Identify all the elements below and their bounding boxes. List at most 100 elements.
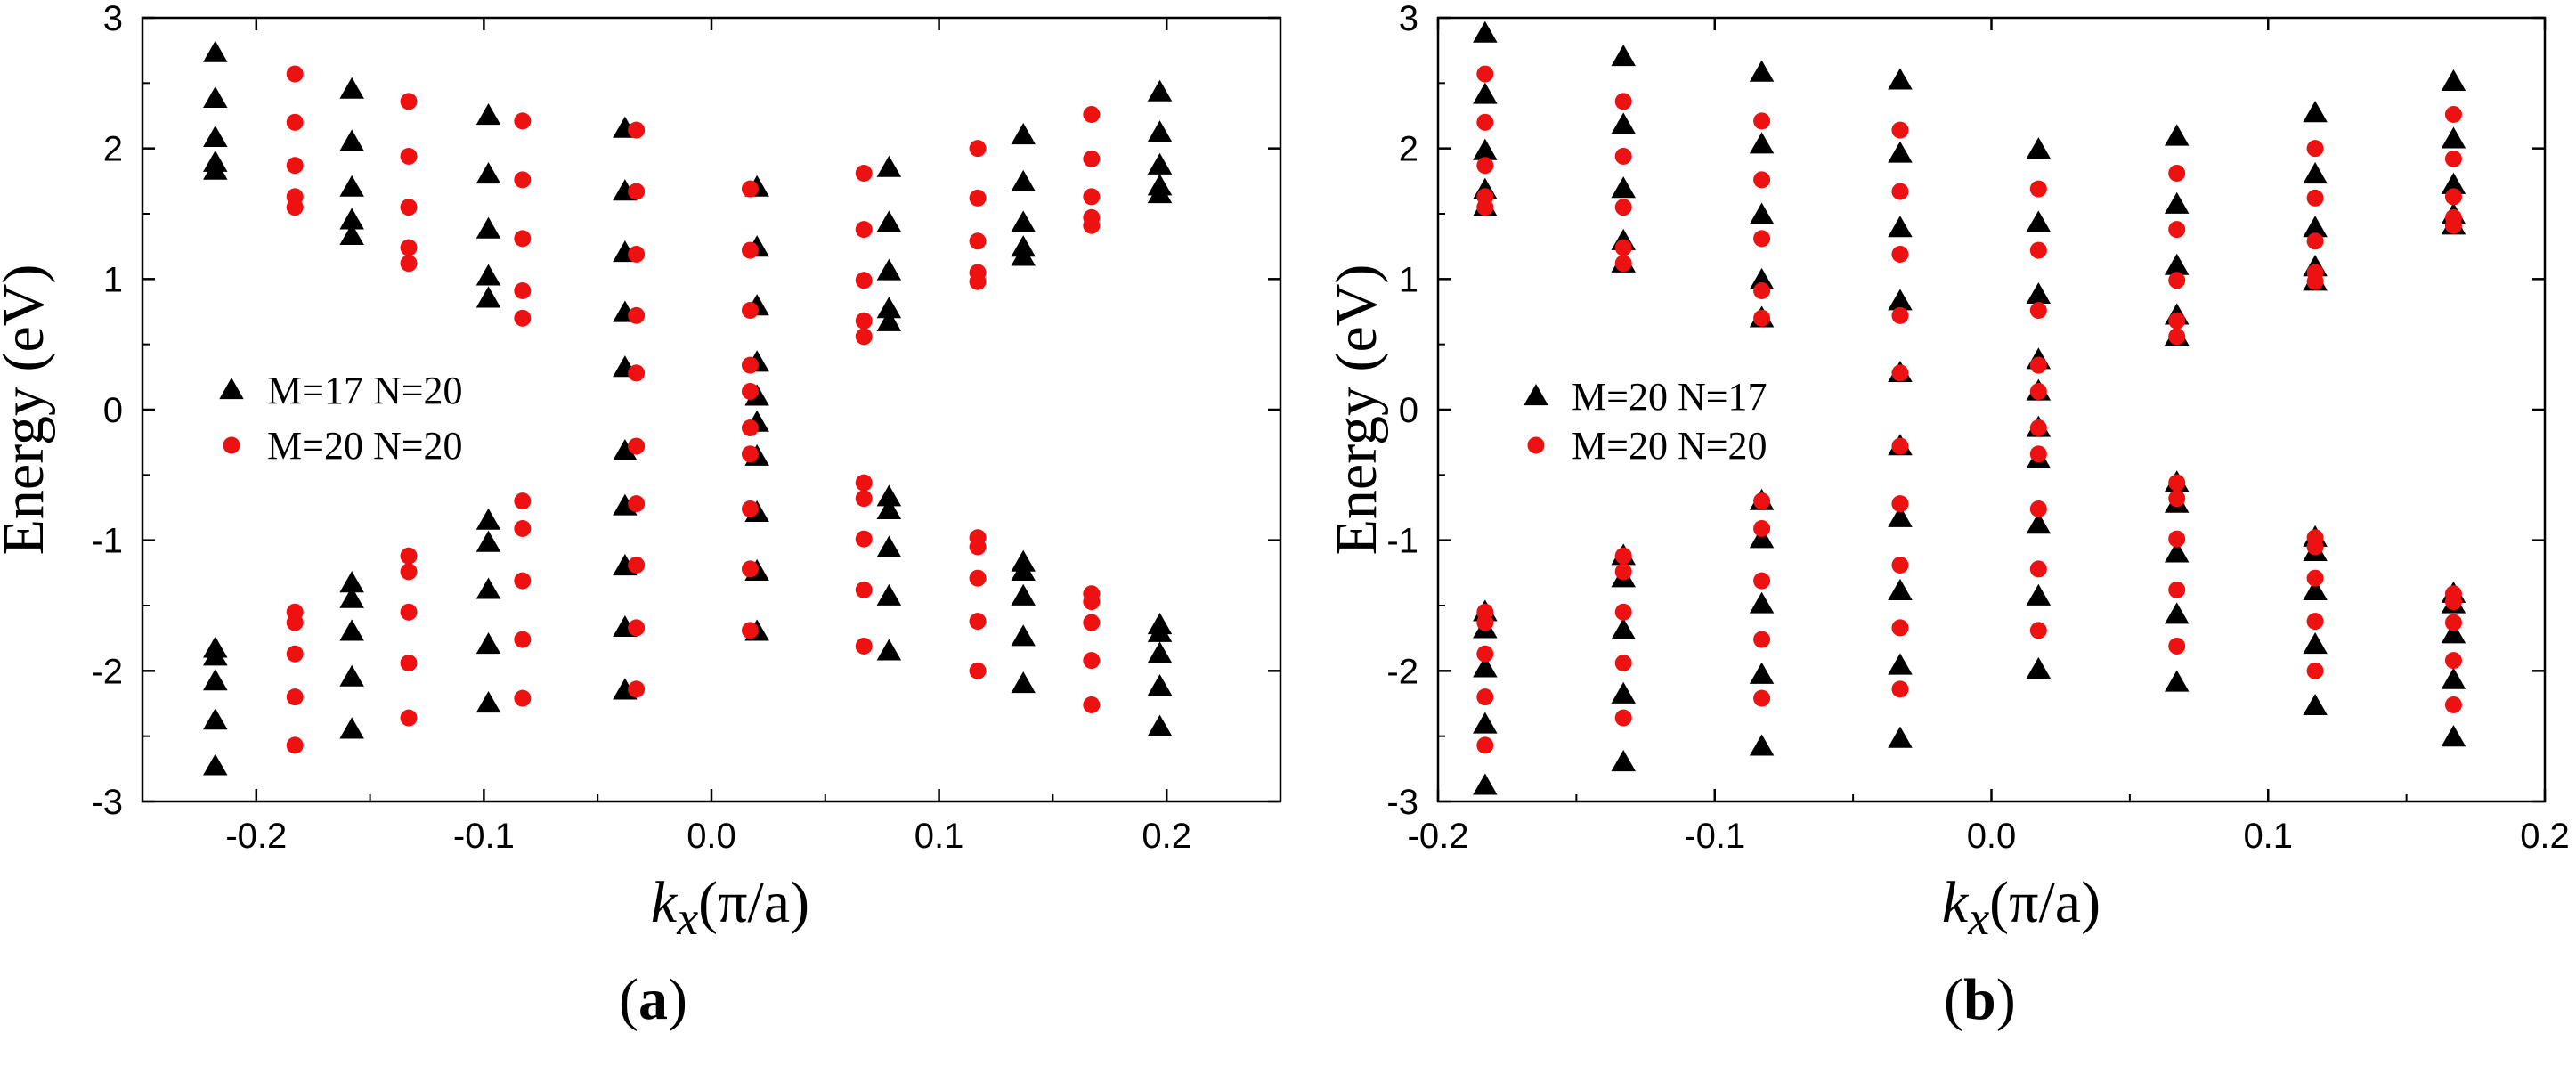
legend-marker-circle	[1527, 436, 1545, 454]
data-point-triangle	[2164, 191, 2190, 214]
data-point-triangle	[1611, 176, 1636, 199]
y-tick-label: 1	[103, 260, 123, 299]
x-tick-label: -0.1	[1684, 817, 1745, 856]
data-point-circle	[628, 557, 646, 574]
data-point-circle	[514, 689, 532, 707]
data-point-triangle	[1147, 152, 1173, 175]
data-point-circle	[1476, 645, 1494, 663]
x-tick-label: 0.1	[2243, 817, 2293, 856]
data-point-triangle	[339, 208, 364, 230]
data-point-triangle	[203, 669, 228, 691]
data-point-triangle	[1888, 505, 1913, 527]
data-point-triangle	[2303, 216, 2328, 238]
data-point-circle	[628, 306, 646, 324]
legend-label: M=17 N=20	[267, 369, 463, 412]
data-point-circle	[2168, 530, 2186, 548]
y-tick-label: 3	[103, 0, 123, 38]
data-point-circle	[514, 492, 532, 510]
data-point-circle	[1891, 245, 1909, 263]
data-point-triangle	[1749, 267, 1775, 289]
data-point-triangle	[475, 216, 501, 239]
data-point-circle	[2029, 180, 2047, 198]
chart-a-svg: -0.2 -0.1 0.0 0.1 0.2 -3 -2 -1 0 1 2 3 M=17 N=20 M=20…	[0, 0, 1282, 945]
data-point-triangle	[1147, 641, 1173, 663]
data-point-circle	[855, 312, 873, 330]
data-point-triangle	[339, 619, 364, 641]
data-point-triangle	[2303, 578, 2328, 600]
y-tick-label: 2	[1399, 130, 1418, 169]
data-point-circle	[1753, 519, 1771, 537]
data-point-circle	[2444, 150, 2462, 167]
data-point-triangle	[2026, 137, 2052, 159]
data-point-triangle	[2026, 281, 2052, 305]
data-point-circle	[400, 239, 418, 256]
data-point-circle	[1753, 492, 1771, 510]
data-point-triangle	[2026, 583, 2052, 606]
data-point-circle	[855, 328, 873, 346]
data-point-triangle	[876, 484, 902, 507]
data-point-circle	[855, 581, 873, 598]
data-point-circle	[1753, 230, 1771, 248]
data-point-circle	[1753, 309, 1771, 327]
data-point-circle	[2306, 273, 2324, 290]
chart-panel-a: -0.2 -0.1 0.0 0.1 0.2 -3 -2 -1 0 1 2 3 M=17 N=20 M=20…	[0, 0, 1282, 1032]
data-point-triangle	[876, 155, 902, 177]
data-point-triangle	[203, 85, 228, 109]
data-point-circle	[2306, 538, 2324, 556]
x-axis-label-sub: x	[676, 891, 698, 945]
data-point-triangle	[1011, 123, 1036, 145]
data-point-circle	[286, 113, 304, 131]
data-point-circle	[1614, 147, 1632, 165]
data-point-circle	[2306, 140, 2324, 158]
data-point-circle	[514, 230, 532, 248]
data-point-triangle	[1611, 617, 1636, 639]
data-point-circle	[514, 171, 532, 189]
data-point-triangle	[1147, 120, 1173, 142]
data-point-circle	[1891, 619, 1909, 637]
data-point-circle	[514, 112, 532, 130]
data-point-triangle	[1147, 673, 1173, 696]
data-point-triangle	[876, 535, 902, 557]
data-point-circle	[1083, 696, 1101, 713]
y-tick-label: 0	[1399, 391, 1418, 430]
data-point-circle	[1614, 547, 1632, 565]
data-point-circle	[286, 688, 304, 706]
data-point-triangle	[2026, 512, 2052, 534]
data-point-circle	[1891, 557, 1909, 574]
data-point-circle	[1891, 183, 1909, 200]
data-point-circle	[514, 631, 532, 648]
data-point-circle	[2444, 696, 2462, 713]
data-point-circle	[1891, 364, 1909, 382]
data-point-triangle	[2026, 210, 2052, 232]
data-point-triangle	[613, 438, 638, 461]
data-point-circle	[2168, 637, 2186, 655]
data-point-circle	[628, 437, 646, 455]
data-point-circle	[1083, 188, 1101, 206]
data-point-circle	[514, 282, 532, 300]
data-point-triangle	[1749, 202, 1775, 224]
data-point-circle	[855, 637, 873, 655]
data-point-triangle	[2441, 126, 2466, 149]
data-point-circle	[514, 572, 532, 590]
data-point-triangle	[876, 210, 902, 232]
data-point-circle	[2029, 445, 2047, 463]
data-point-circle	[2029, 241, 2047, 259]
data-point-triangle	[475, 632, 501, 655]
data-point-circle	[1083, 106, 1101, 124]
data-point-triangle	[475, 103, 501, 126]
data-point-circle	[400, 655, 418, 672]
data-point-triangle	[203, 158, 228, 180]
data-point-triangle	[1011, 671, 1036, 694]
data-point-circle	[2168, 581, 2186, 598]
data-point-circle	[969, 613, 987, 631]
data-point-triangle	[1011, 624, 1036, 647]
x-tick-label: 0.0	[687, 817, 736, 856]
data-point-circle	[628, 121, 646, 139]
y-tick-label: -1	[1386, 522, 1418, 561]
data-point-triangle	[1011, 169, 1036, 191]
data-point-circle	[400, 547, 418, 565]
data-point-triangle	[475, 286, 501, 308]
data-point-circle	[400, 603, 418, 621]
x-tick-label: -0.2	[1408, 817, 1469, 856]
data-point-circle	[286, 645, 304, 663]
